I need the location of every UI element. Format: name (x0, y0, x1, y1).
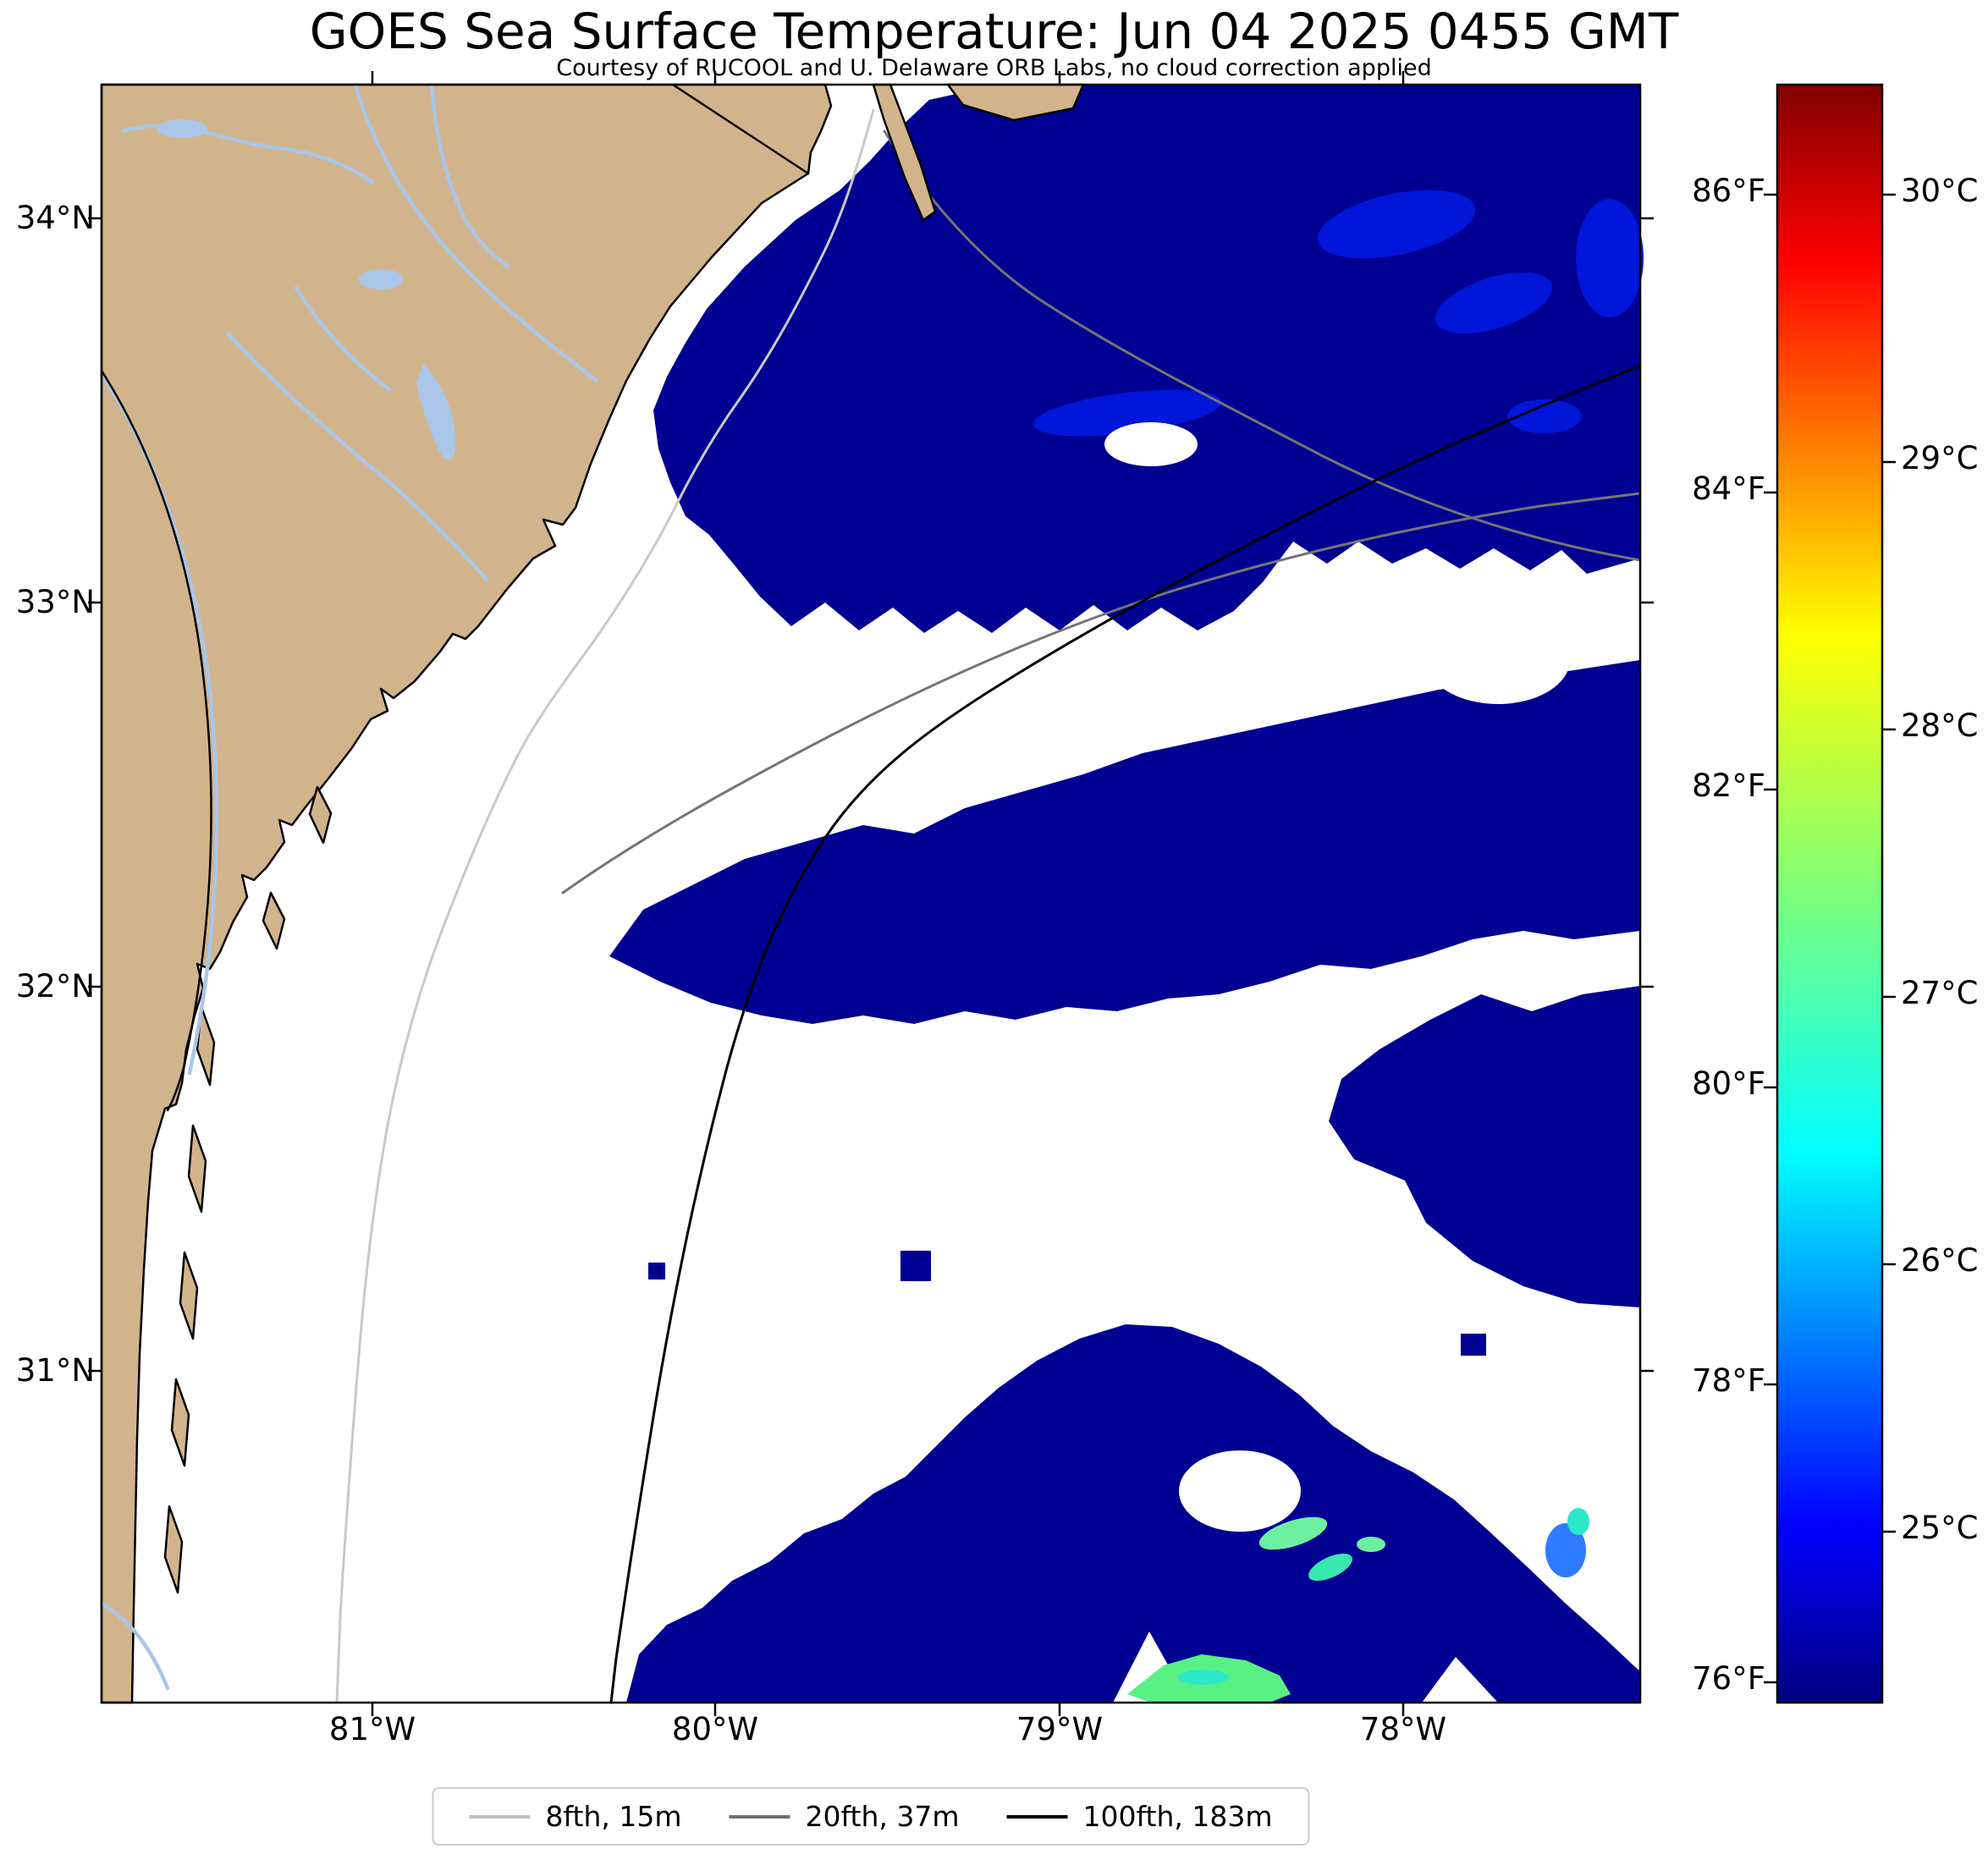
sst-speck (900, 1251, 931, 1281)
colorbar-f-label: 76°F (1692, 1660, 1765, 1697)
state-border-nc-sc (671, 83, 810, 175)
colorbar-gradient (1776, 83, 1884, 1704)
sst-warm-mint-patch (1357, 1537, 1385, 1552)
contour-20fth-37m-south (561, 492, 1642, 894)
colorbar-canvas (1764, 83, 1896, 1704)
legend-item: 20fth, 37m (729, 1800, 960, 1833)
legend-line-20fth (729, 1814, 790, 1819)
colorbar-c-label: 28°C (1901, 707, 1979, 744)
legend-line-8fth (469, 1814, 531, 1819)
state-border-sc-ga (100, 369, 212, 1112)
legend-label: 20fth, 37m (805, 1800, 960, 1833)
y-tick-label: 32°N (15, 968, 95, 1004)
lake-elongated (416, 364, 456, 460)
map-canvas (88, 71, 1654, 1716)
sst-speck (648, 1263, 665, 1279)
cloud-hole (1426, 616, 1570, 704)
sst-warm-mint-patch (1258, 1516, 1328, 1550)
barrier-island (163, 1505, 184, 1594)
legend-label: 100fth, 183m (1082, 1800, 1273, 1833)
plot-title: GOES Sea Surface Temperature: Jun 04 202… (309, 3, 1679, 60)
sst-region-south (626, 1324, 1640, 1703)
colorbar-c-label: 25°C (1901, 1510, 1979, 1546)
sst-warm-cyan-patch (1178, 1670, 1229, 1685)
barrier-island (262, 891, 286, 950)
river-pee-dee (353, 82, 599, 383)
sst-warmer-patch (1317, 190, 1476, 259)
colorbar-f-label: 78°F (1692, 1362, 1765, 1399)
barrier-island (179, 1251, 199, 1340)
sst-warm-teal-patch (1308, 1553, 1352, 1582)
colorbar-c-label: 29°C (1901, 440, 1979, 476)
river-lumber (429, 82, 510, 269)
sst-warm-blue-patch (1545, 1523, 1586, 1577)
cloud-hole (1104, 422, 1198, 466)
x-tick-label: 80°W (671, 1711, 759, 1747)
river-bottom-left (99, 1601, 170, 1691)
barrier-island (170, 1378, 190, 1467)
sst-warmer-patch (1507, 399, 1582, 433)
lake (157, 119, 207, 138)
lake (359, 269, 403, 289)
legend-item: 100fth, 183m (1006, 1800, 1273, 1833)
colorbar-f-label: 84°F (1692, 471, 1765, 507)
contour-8fth-15m (335, 108, 875, 1704)
contour-100fth-183m (609, 364, 1642, 1704)
colorbar-c-label: 27°C (1901, 975, 1979, 1011)
colorbar-c-label: 26°C (1901, 1242, 1979, 1279)
cloud-hole (1422, 1657, 1498, 1703)
river-santee (226, 332, 489, 582)
colorbar-f-label: 86°F (1692, 173, 1765, 209)
plot-frame (100, 83, 1642, 1704)
sst-region-midband (609, 660, 1640, 1024)
barrier-island (187, 1124, 207, 1213)
sst-region-east-blob (1329, 986, 1640, 1307)
land-mainland (100, 83, 833, 1704)
contour-legend: 8fth, 15m 20fth, 37m 100fth, 183m (432, 1787, 1310, 1846)
sst-speck (1461, 1334, 1486, 1356)
legend-line-100fth (1006, 1814, 1068, 1819)
cloud-hole (1179, 1450, 1301, 1532)
land-cape-fear-spit (872, 83, 937, 222)
x-tick-label: 81°W (328, 1711, 416, 1747)
sst-warmer-patch (1576, 199, 1644, 317)
barrier-island (308, 785, 333, 845)
x-tick-label: 78°W (1359, 1711, 1447, 1747)
colorbar-f-label: 80°F (1692, 1065, 1765, 1102)
y-tick-label: 33°N (15, 584, 95, 620)
x-tick-label: 79°W (1016, 1711, 1104, 1747)
sst-warmer-patch (1435, 272, 1553, 334)
sst-warmer-patch (1033, 389, 1222, 437)
y-tick-label: 34°N (15, 200, 95, 236)
y-tick-label: 31°N (15, 1352, 95, 1389)
river-santee-branch (294, 285, 392, 392)
colorbar-f-label: 82°F (1692, 768, 1765, 804)
legend-label: 8fth, 15m (545, 1800, 682, 1833)
colorbar-c-label: 30°C (1901, 173, 1979, 209)
plot-subtitle: Courtesy of RUCOOL and U. Delaware ORB L… (556, 55, 1432, 81)
legend-item: 8fth, 15m (469, 1800, 682, 1833)
contour-20fth-37m-north (883, 129, 1642, 562)
sst-warm-cyan-patch (1567, 1508, 1589, 1535)
